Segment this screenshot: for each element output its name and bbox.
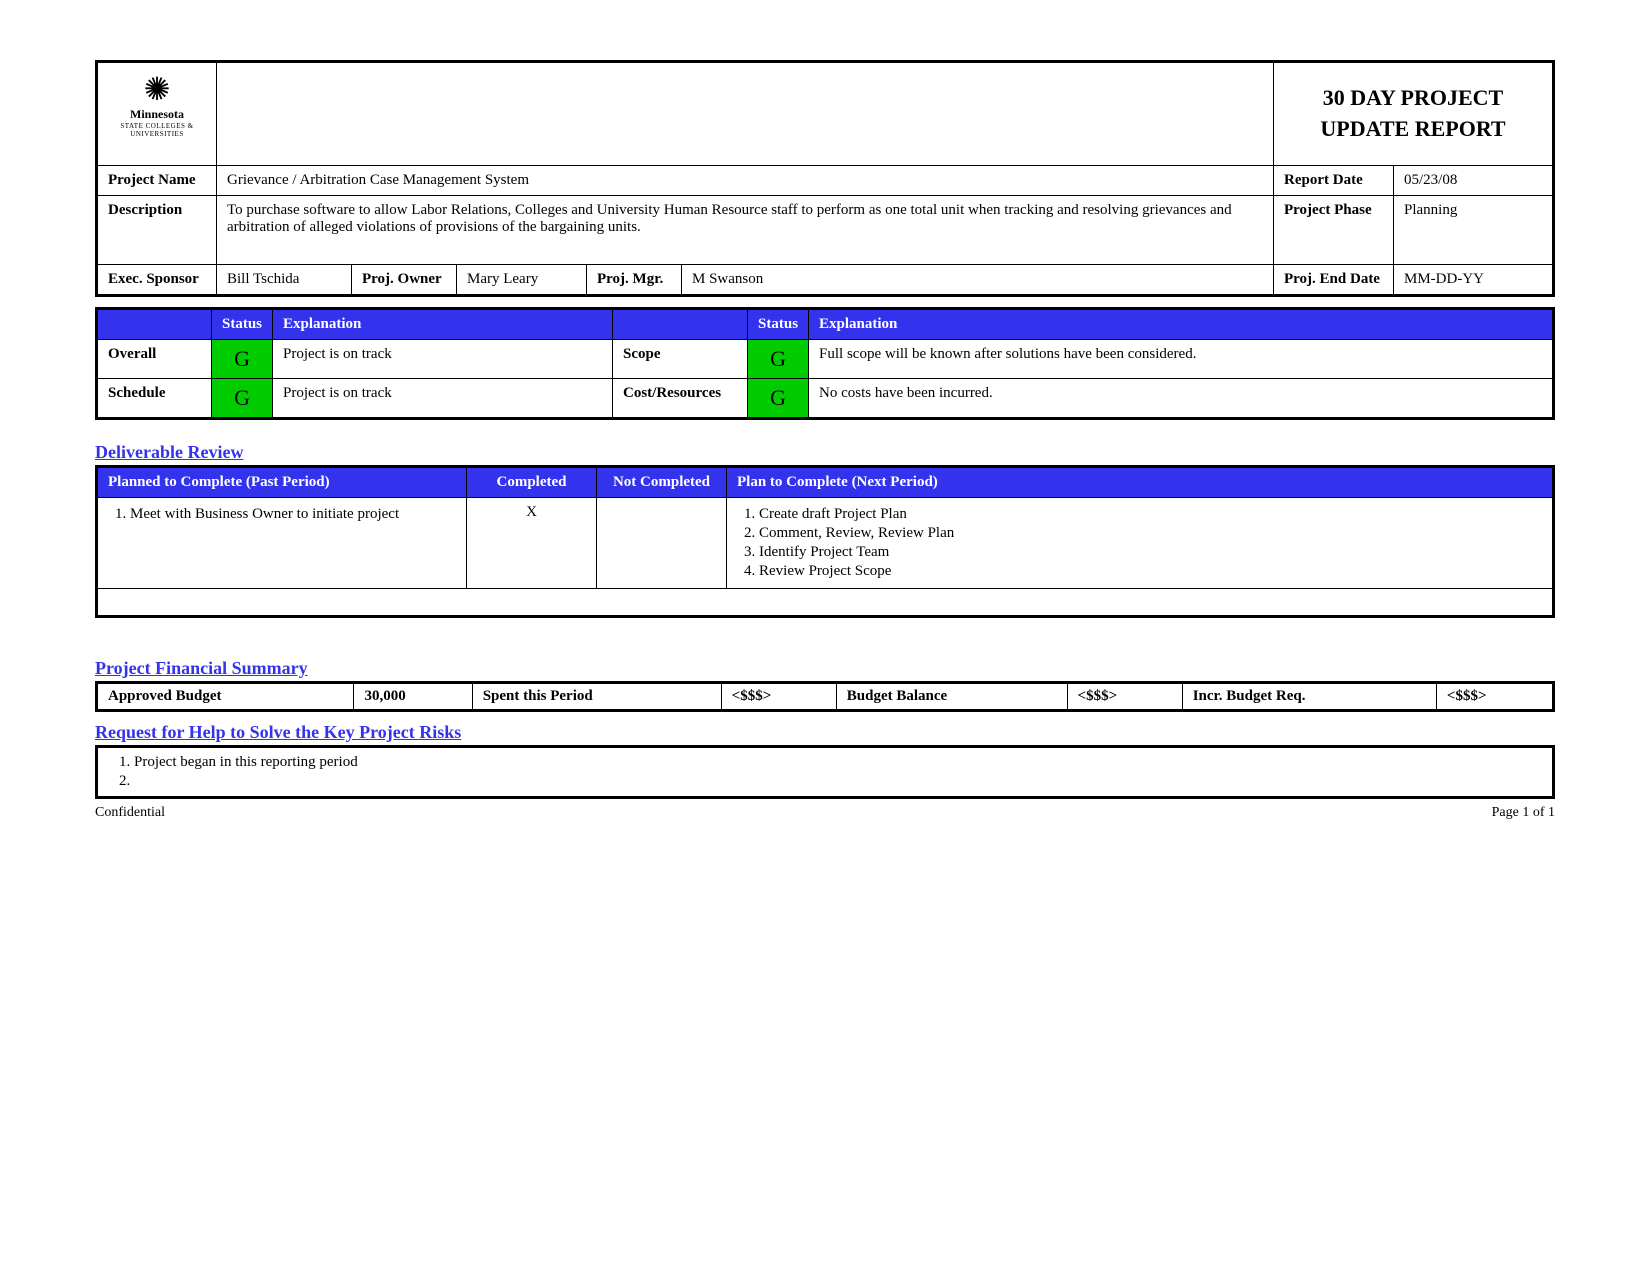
footer-right: Page 1 of 1 <box>1492 805 1555 821</box>
project-phase-value: Planning <box>1394 195 1554 264</box>
explanation-header-1: Explanation <box>273 308 613 339</box>
status-header-2: Status <box>748 308 809 339</box>
header-table: ✺ Minnesota STATE COLLEGES & UNIVERSITIE… <box>95 60 1555 297</box>
status-blank-header <box>97 308 212 339</box>
project-name-value: Grievance / Arbitration Case Management … <box>217 165 1274 195</box>
exec-sponsor-label: Exec. Sponsor <box>97 264 217 295</box>
risk-items-cell: Project began in this reporting period <box>97 746 1554 797</box>
list-item: Review Project Scope <box>759 563 1542 580</box>
past-items-cell: Meet with Business Owner to initiate pro… <box>97 497 467 588</box>
risk-items-list: Project began in this reporting period <box>112 754 1538 790</box>
spent-value: <$$$> <box>721 682 836 710</box>
col-not-completed: Not Completed <box>597 466 727 497</box>
not-completed-mark <box>597 497 727 588</box>
proj-mgr-label: Proj. Mgr. <box>587 264 682 295</box>
project-phase-label: Project Phase <box>1274 195 1394 264</box>
deliverable-row: Meet with Business Owner to initiate pro… <box>97 497 1554 588</box>
status-name: Overall <box>97 339 212 378</box>
title-line2: UPDATE REPORT <box>1320 116 1505 141</box>
exec-sponsor-value: Bill Tschida <box>217 264 352 295</box>
next-items-list: Create draft Project Plan Comment, Review… <box>737 506 1542 580</box>
status-table: Status Explanation Status Explanation Ov… <box>95 307 1555 420</box>
list-item: Create draft Project Plan <box>759 506 1542 523</box>
deliverable-section-title: Deliverable Review <box>95 442 1555 463</box>
logo-sub: STATE COLLEGES & UNIVERSITIES <box>108 122 206 138</box>
footer-left: Confidential <box>95 805 165 821</box>
status-blank-header-2 <box>613 308 748 339</box>
col-next: Plan to Complete (Next Period) <box>727 466 1554 497</box>
proj-end-date-value: MM-DD-YY <box>1394 264 1554 295</box>
status-code-2: G <box>748 339 809 378</box>
footer: Confidential Page 1 of 1 <box>95 805 1555 821</box>
col-planned: Planned to Complete (Past Period) <box>97 466 467 497</box>
spent-label: Spent this Period <box>472 682 721 710</box>
approved-budget-label: Approved Budget <box>97 682 354 710</box>
approved-budget-value: 30,000 <box>354 682 472 710</box>
status-row: Overall G Project is on track Scope G Fu… <box>97 339 1554 378</box>
completed-mark: X <box>467 497 597 588</box>
status-explanation: Project is on track <box>273 339 613 378</box>
report-title: 30 DAY PROJECT UPDATE REPORT <box>1274 62 1554 166</box>
header-spacer <box>217 62 1274 166</box>
description-label: Description <box>97 195 217 264</box>
status-header-1: Status <box>212 308 273 339</box>
list-item: Project began in this reporting period <box>134 754 1538 771</box>
deliverable-table: Planned to Complete (Past Period) Comple… <box>95 465 1555 618</box>
report-date-label: Report Date <box>1274 165 1394 195</box>
list-item <box>134 773 1538 790</box>
logo-cell: ✺ Minnesota STATE COLLEGES & UNIVERSITIE… <box>97 62 217 166</box>
incr-value: <$$$> <box>1436 682 1553 710</box>
risks-section-title: Request for Help to Solve the Key Projec… <box>95 722 1555 743</box>
logo-org: Minnesota <box>108 107 206 122</box>
page-container: ✺ Minnesota STATE COLLEGES & UNIVERSITIE… <box>95 60 1555 821</box>
logo-icon: ✺ <box>108 73 206 105</box>
status-explanation-2: Full scope will be known after solutions… <box>809 339 1554 378</box>
next-items-cell: Create draft Project Plan Comment, Review… <box>727 497 1554 588</box>
incr-label: Incr. Budget Req. <box>1182 682 1436 710</box>
status-row: Schedule G Project is on track Cost/Reso… <box>97 378 1554 418</box>
status-code: G <box>212 339 273 378</box>
past-items-list: Meet with Business Owner to initiate pro… <box>108 506 456 523</box>
status-name-2: Cost/Resources <box>613 378 748 418</box>
status-name: Schedule <box>97 378 212 418</box>
deliverable-empty-row <box>97 588 1554 616</box>
list-item: Comment, Review, Review Plan <box>759 525 1542 542</box>
status-name-2: Scope <box>613 339 748 378</box>
financial-table: Approved Budget 30,000 Spent this Period… <box>95 681 1555 712</box>
balance-label: Budget Balance <box>836 682 1067 710</box>
proj-end-date-label: Proj. End Date <box>1274 264 1394 295</box>
risk-table: Project began in this reporting period <box>95 745 1555 799</box>
status-explanation: Project is on track <box>273 378 613 418</box>
proj-owner-label: Proj. Owner <box>352 264 457 295</box>
status-explanation-2: No costs have been incurred. <box>809 378 1554 418</box>
balance-value: <$$$> <box>1067 682 1182 710</box>
status-code: G <box>212 378 273 418</box>
proj-mgr-value: M Swanson <box>682 264 1274 295</box>
status-code-2: G <box>748 378 809 418</box>
financial-section-title: Project Financial Summary <box>95 658 1555 679</box>
empty-cell <box>97 588 1554 616</box>
proj-owner-value: Mary Leary <box>457 264 587 295</box>
list-item: Meet with Business Owner to initiate pro… <box>130 506 456 523</box>
list-item: Identify Project Team <box>759 544 1542 561</box>
explanation-header-2: Explanation <box>809 308 1554 339</box>
project-name-label: Project Name <box>97 165 217 195</box>
description-value: To purchase software to allow Labor Rela… <box>217 195 1274 264</box>
title-line1: 30 DAY PROJECT <box>1323 85 1504 110</box>
report-date-value: 05/23/08 <box>1394 165 1554 195</box>
col-completed: Completed <box>467 466 597 497</box>
